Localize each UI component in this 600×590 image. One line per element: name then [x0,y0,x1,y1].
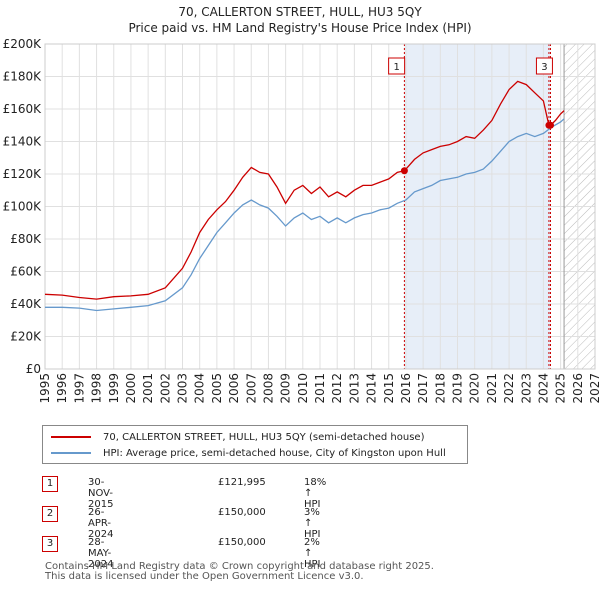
x-tick-label: 2005 [210,373,224,404]
transaction-date: 26-APR-2024 [88,507,114,540]
x-tick-label: 1999 [107,373,121,404]
legend-item-hpi: HPI: Average price, semi-detached house,… [51,446,446,460]
y-tick-label: £180K [3,70,43,84]
sale-point [400,167,408,175]
x-tick-label: 2006 [227,373,241,404]
x-tick-label: 1998 [90,373,104,404]
x-tick-label: 1996 [55,373,69,404]
x-tick-label: 2001 [141,373,155,404]
legend-label-hpi: HPI: Average price, semi-detached house,… [103,447,446,459]
transaction-number: 1 [42,476,58,492]
x-tick-label: 1997 [72,373,86,404]
property-price-line [44,80,565,300]
y-tick-label: £20K [10,330,42,344]
transaction-price: £121,995 [218,477,266,488]
x-tick-label: 2023 [519,373,533,404]
sale-marker-box [535,57,553,75]
x-tick-label: 2011 [313,373,327,404]
y-tick-label: £200K [3,37,43,51]
sale-marker-label: 3 [541,62,547,73]
y-tick-label: £0 [26,362,41,376]
x-tick-label: 2002 [158,373,172,404]
x-tick-label: 2020 [468,373,482,404]
sale-marker-label: 1 [393,62,399,73]
y-tick-label: £160K [3,102,43,116]
x-tick-label: 2004 [193,373,207,404]
legend-item-property: 70, CALLERTON STREET, HULL, HU3 5QY (sem… [51,430,424,444]
x-tick-label: 2027 [588,373,600,404]
plot-area [44,43,596,370]
x-tick-label: 2009 [279,373,293,404]
footer-licence: This data is licensed under the Open Gov… [45,571,364,582]
hpi-line [45,118,565,312]
x-tick-label: 2025 [554,373,568,404]
y-tick-label: £140K [3,135,43,149]
x-tick-label: 2000 [124,373,138,404]
x-tick-label: 2021 [485,373,499,404]
transaction-number: 3 [42,536,58,552]
x-tick-label: 1995 [38,373,52,404]
transaction-date: 30-NOV-2015 [88,477,114,510]
x-tick-label: 2024 [536,373,550,404]
transaction-price: £150,000 [218,507,266,518]
x-tick-label: 2017 [416,373,430,404]
x-tick-label: 2014 [365,373,379,404]
legend-swatch-hpi [51,452,91,454]
x-tick-label: 2013 [347,373,361,404]
transaction-number: 2 [42,506,58,522]
x-tick-label: 2003 [176,373,190,404]
x-tick-label: 2007 [244,373,258,404]
y-tick-label: £120K [3,167,43,181]
x-tick-label: 2026 [571,373,585,404]
legend: 70, CALLERTON STREET, HULL, HU3 5QY (sem… [42,425,468,464]
price-chart: £0 £20K £40K £60K £80K £100K £120K £140K £160K £1… [3,37,600,404]
y-tick-label: £100K [3,200,43,214]
transaction-price: £150,000 [218,537,266,548]
x-tick-label: 2015 [382,373,396,404]
x-tick-label: 2008 [261,373,275,404]
y-tick-label: £60K [10,265,42,279]
transaction-hpi: 2% ↑ HPI [304,537,321,570]
x-tick-label: 2018 [433,373,447,404]
y-tick-label: £80K [10,232,42,246]
sale-marker-box [388,57,406,75]
footer: Contains HM Land Registry data © Crown c… [45,562,434,582]
x-tick-label: 2016 [399,373,413,404]
x-tick-label: 2019 [451,373,465,404]
x-tick-label: 2010 [296,373,310,404]
transaction-hpi: 18% ↑ HPI [304,477,327,510]
chart-title: 70, CALLERTON STREET, HULL, HU3 5QY [178,5,422,19]
sale-point [546,121,554,129]
legend-swatch-property [51,436,91,438]
footer-copyright: Contains HM Land Registry data © Crown c… [45,561,434,572]
legend-label-property: 70, CALLERTON STREET, HULL, HU3 5QY (sem… [103,431,425,443]
x-tick-label: 2012 [330,373,344,404]
transaction-hpi: 3% ↑ HPI [304,507,321,540]
transaction-date: 28-MAY-2024 [88,537,114,570]
chart-subtitle: Price paid vs. HM Land Registry's House … [128,21,472,35]
y-tick-label: £40K [10,297,42,311]
x-tick-label: 2022 [502,373,516,404]
